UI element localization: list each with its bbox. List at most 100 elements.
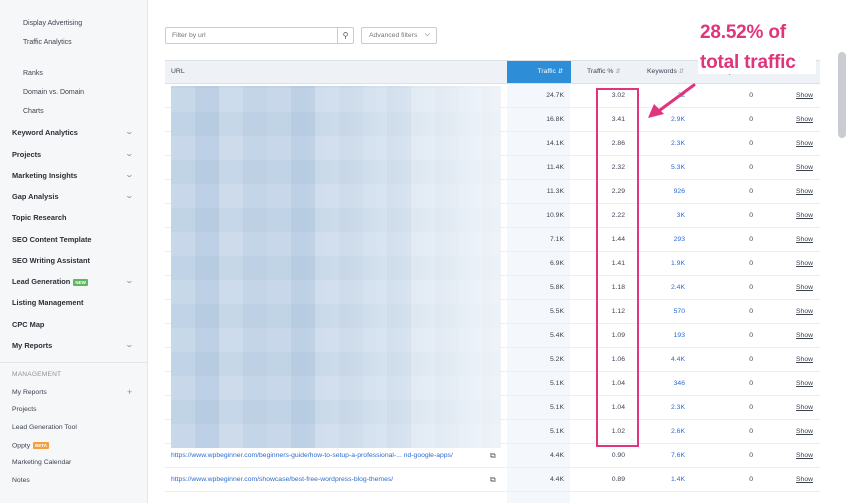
column-header-traffic[interactable]: Traffic ⇵ — [507, 61, 571, 83]
backlinks-show-link[interactable]: Show — [796, 428, 814, 435]
chevron-down-icon[interactable]: ⌄ — [124, 170, 135, 179]
scrollbar[interactable] — [838, 52, 846, 138]
sidebar-subitem-traffic-analytics[interactable]: Traffic Analytics — [23, 39, 72, 46]
sidebar-item-seo-content-template[interactable]: SEO Content Template — [12, 235, 142, 244]
ads-keywords-cell: 0 — [749, 116, 753, 123]
management-item-marketing-calendar[interactable]: Marketing Calendar — [12, 459, 72, 466]
traffic-cell: 24.7K — [546, 92, 564, 99]
sidebar-item-label: Gap Analysis — [12, 192, 59, 201]
url-cell[interactable]: https://www.wpbeginner.com/showcase/best… — [171, 476, 394, 483]
chevron-down-icon[interactable]: ⌄ — [124, 149, 135, 158]
keywords-cell[interactable]: 5.3K — [671, 164, 685, 171]
keywords-cell[interactable]: 570 — [673, 308, 685, 315]
backlinks-show-link[interactable]: Show — [796, 404, 814, 411]
keywords-cell[interactable]: 2.9K — [671, 116, 685, 123]
traffic-cell: 5.4K — [550, 332, 564, 339]
traffic-cell: 5.2K — [550, 356, 564, 363]
sidebar-item-topic-research[interactable]: Topic Research — [12, 213, 142, 222]
sidebar-item-listing-management[interactable]: Listing Management — [12, 298, 142, 307]
external-link-icon[interactable]: ⧉ — [490, 475, 496, 484]
backlinks-show-link[interactable]: Show — [796, 188, 814, 195]
traffic-pct-cell: 1.04 — [611, 380, 625, 387]
ads-keywords-cell: 0 — [749, 308, 753, 315]
management-item-label: Oppty — [12, 442, 31, 450]
chevron-down-icon[interactable]: ⌄ — [124, 191, 135, 200]
traffic-cell: 5.8K — [550, 284, 564, 291]
search-icon[interactable]: ⚲ — [337, 27, 354, 44]
sidebar-subitem-charts[interactable]: Charts — [23, 108, 44, 115]
management-item-notes[interactable]: Notes — [12, 477, 30, 484]
backlinks-show-link[interactable]: Show — [796, 260, 814, 267]
management-item-oppty[interactable]: Oppty BETA — [12, 442, 50, 450]
traffic-cell: 5.1K — [550, 428, 564, 435]
sidebar-item-cpc-map[interactable]: CPC Map — [12, 320, 142, 329]
url-filter-input[interactable] — [165, 27, 338, 44]
traffic-pct-cell: 0.89 — [611, 476, 625, 483]
management-item-my-reports[interactable]: My Reports — [12, 389, 47, 396]
sidebar-item-label: Listing Management — [12, 298, 84, 307]
sort-icon: ⇵ — [557, 69, 563, 75]
keywords-cell[interactable]: 346 — [673, 380, 685, 387]
backlinks-show-link[interactable]: Show — [796, 452, 814, 459]
sidebar-item-gap-analysis[interactable]: Gap Analysis — [12, 192, 142, 201]
backlinks-show-link[interactable]: Show — [796, 92, 814, 99]
chevron-down-icon: ⌵ — [424, 31, 430, 38]
backlinks-show-link[interactable]: Show — [796, 116, 814, 123]
backlinks-show-link[interactable]: Show — [796, 356, 814, 363]
traffic-cell: 6.9K — [550, 260, 564, 267]
sidebar-divider — [0, 362, 148, 363]
keywords-cell[interactable]: 926 — [673, 188, 685, 195]
sidebar-item-label: Topic Research — [12, 213, 67, 222]
keywords-cell[interactable]: 4.4K — [671, 356, 685, 363]
backlinks-show-link[interactable]: Show — [796, 380, 814, 387]
column-header-traffic-pct[interactable]: Traffic % ⇵ — [587, 61, 620, 83]
backlinks-show-link[interactable]: Show — [796, 284, 814, 291]
ads-keywords-cell: 0 — [749, 188, 753, 195]
keywords-cell[interactable]: 2.3K — [671, 404, 685, 411]
advanced-filters-dropdown[interactable]: Advanced filters ⌵ — [361, 27, 437, 44]
backlinks-show-link[interactable]: Show — [796, 236, 814, 243]
sidebar-item-my-reports[interactable]: My Reports — [12, 341, 142, 350]
sidebar-subitem-domain-vs-domain[interactable]: Domain vs. Domain — [23, 89, 85, 96]
traffic-pct-cell: 2.29 — [611, 188, 625, 195]
table-row: https://www.wpbeginner.com/showcase/best… — [165, 468, 820, 492]
sidebar-item-label: SEO Writing Assistant — [12, 256, 91, 265]
chevron-down-icon[interactable]: ⌄ — [124, 127, 135, 136]
sidebar-item-label: Keyword Analytics — [12, 128, 78, 137]
backlinks-show-link[interactable]: Show — [796, 308, 814, 315]
keywords-cell[interactable]: 193 — [673, 332, 685, 339]
backlinks-show-link[interactable]: Show — [796, 140, 814, 147]
backlinks-show-link[interactable]: Show — [796, 476, 814, 483]
sidebar-item-projects[interactable]: Projects — [12, 150, 142, 159]
keywords-cell[interactable]: 1.9K — [671, 260, 685, 267]
chevron-down-icon[interactable]: ⌄ — [124, 340, 135, 349]
backlinks-show-link[interactable]: Show — [796, 164, 814, 171]
keywords-cell[interactable]: 2.4K — [671, 284, 685, 291]
management-item-lead-generation-tool[interactable]: Lead Generation Tool — [12, 424, 77, 431]
keywords-cell[interactable]: 3K — [676, 212, 685, 219]
column-header-keywords[interactable]: Keywords ⇵ — [647, 61, 684, 83]
sidebar-item-keyword-analytics[interactable]: Keyword Analytics — [12, 128, 142, 137]
url-cell[interactable]: https://www.wpbeginner.com/beginners-gui… — [171, 452, 453, 459]
sidebar-item-seo-writing-assistant[interactable]: SEO Writing Assistant — [12, 256, 142, 265]
traffic-pct-cell: 1.09 — [611, 332, 625, 339]
plus-icon[interactable]: + — [127, 387, 133, 397]
chevron-down-icon[interactable]: ⌄ — [124, 276, 135, 285]
external-link-icon[interactable]: ⧉ — [490, 451, 496, 460]
backlinks-show-link[interactable]: Show — [796, 212, 814, 219]
traffic-pct-cell: 1.44 — [611, 236, 625, 243]
traffic-pct-cell: 0.90 — [611, 452, 625, 459]
sidebar-item-marketing-insights[interactable]: Marketing Insights — [12, 171, 142, 180]
sidebar-item-label: CPC Map — [12, 320, 45, 329]
backlinks-show-link[interactable]: Show — [796, 332, 814, 339]
sidebar-subitem-ranks[interactable]: Ranks — [23, 70, 43, 77]
management-item-projects[interactable]: Projects — [12, 406, 37, 413]
keywords-cell[interactable]: 2.6K — [671, 428, 685, 435]
keywords-cell[interactable]: 2.3K — [671, 140, 685, 147]
keywords-cell[interactable]: 1.4K — [671, 476, 685, 483]
sidebar-subitem-display-advertising[interactable]: Display Advertising — [23, 20, 83, 27]
keywords-cell[interactable]: 7.6K — [671, 452, 685, 459]
sidebar-item-lead-generation[interactable]: Lead Generation NEW — [12, 277, 142, 286]
keywords-cell[interactable]: 293 — [673, 236, 685, 243]
traffic-cell: 5.1K — [550, 380, 564, 387]
